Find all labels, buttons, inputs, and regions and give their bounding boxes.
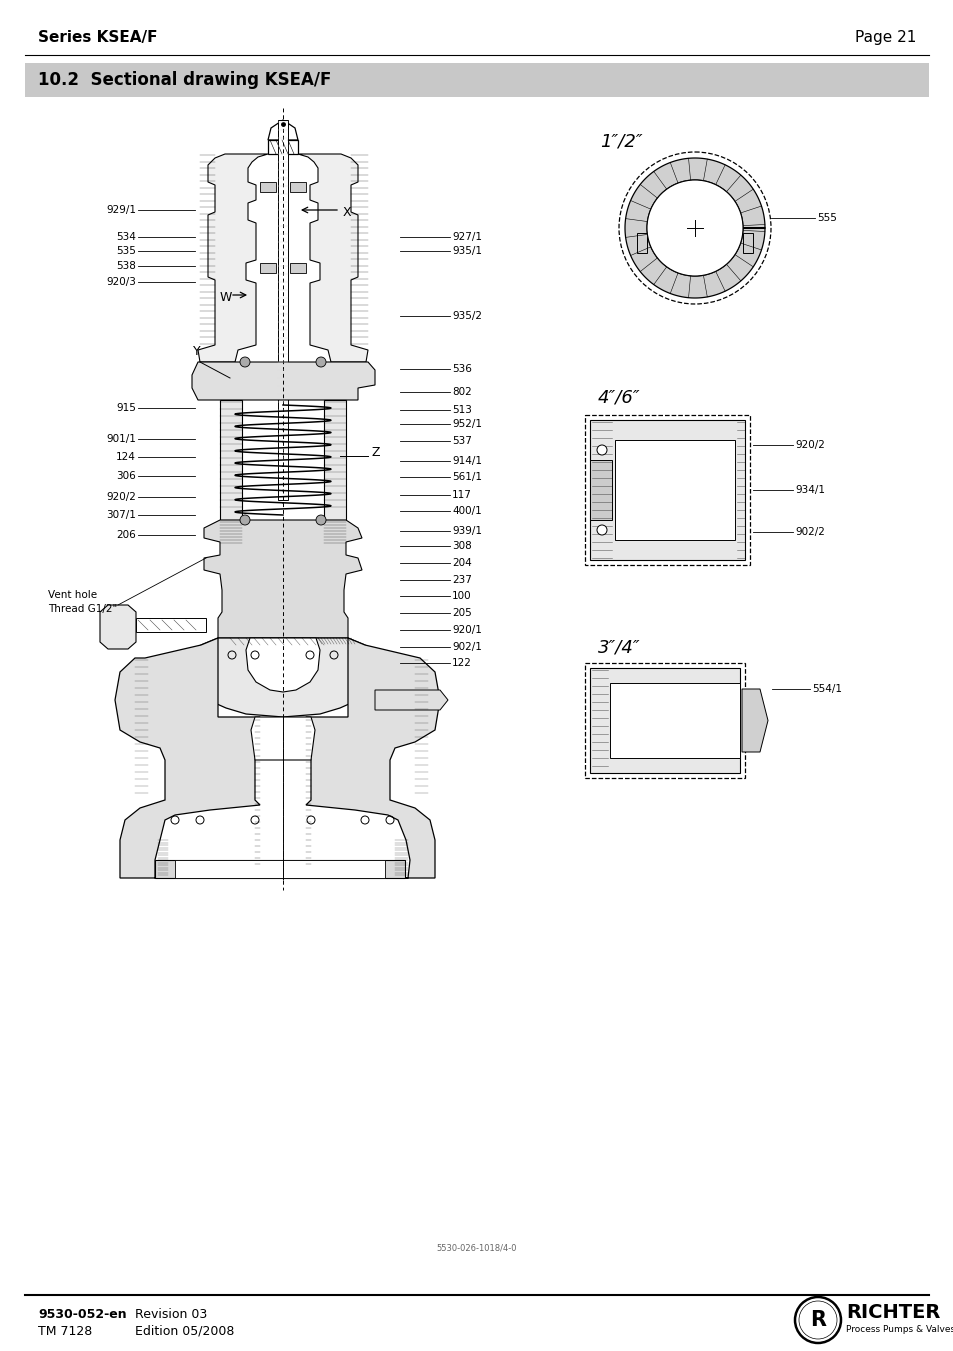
Polygon shape bbox=[100, 605, 136, 648]
Text: 237: 237 bbox=[452, 574, 472, 585]
Circle shape bbox=[597, 526, 606, 535]
Text: 902/2: 902/2 bbox=[794, 527, 824, 536]
Text: R: R bbox=[809, 1310, 825, 1329]
Text: 3″/4″: 3″/4″ bbox=[598, 639, 640, 657]
Text: 205: 205 bbox=[452, 608, 471, 619]
Bar bbox=[584, 415, 749, 565]
Text: 536: 536 bbox=[452, 365, 472, 374]
Bar bbox=[589, 667, 740, 773]
Text: 902/1: 902/1 bbox=[452, 642, 481, 651]
Text: 306: 306 bbox=[116, 470, 136, 481]
Text: 5530-026-1018/4-0: 5530-026-1018/4-0 bbox=[436, 1243, 517, 1252]
Text: 204: 204 bbox=[452, 558, 471, 569]
Text: 124: 124 bbox=[116, 453, 136, 462]
Bar bbox=[174, 861, 385, 878]
Polygon shape bbox=[375, 690, 448, 711]
Bar bbox=[277, 120, 288, 500]
Bar bbox=[324, 400, 346, 520]
Text: 513: 513 bbox=[452, 404, 472, 415]
Text: Z: Z bbox=[372, 446, 380, 458]
Text: 534: 534 bbox=[116, 232, 136, 242]
Text: TM 7128: TM 7128 bbox=[38, 1325, 92, 1337]
Text: 939/1: 939/1 bbox=[452, 526, 481, 536]
Text: 554/1: 554/1 bbox=[811, 684, 841, 694]
Polygon shape bbox=[268, 120, 297, 141]
Text: Y: Y bbox=[193, 345, 200, 358]
Bar bbox=[154, 861, 405, 878]
Text: Revision 03: Revision 03 bbox=[135, 1308, 207, 1321]
Text: 538: 538 bbox=[116, 261, 136, 270]
Text: 914/1: 914/1 bbox=[452, 455, 481, 466]
Text: 10.2  Sectional drawing KSEA/F: 10.2 Sectional drawing KSEA/F bbox=[38, 72, 331, 89]
Text: 952/1: 952/1 bbox=[452, 419, 481, 430]
Bar bbox=[220, 400, 242, 520]
Text: 4″/6″: 4″/6″ bbox=[598, 389, 640, 407]
Polygon shape bbox=[615, 440, 734, 540]
Text: 535: 535 bbox=[116, 246, 136, 257]
Circle shape bbox=[646, 180, 742, 276]
Text: Edition 05/2008: Edition 05/2008 bbox=[135, 1325, 234, 1337]
Text: X: X bbox=[343, 205, 352, 219]
Circle shape bbox=[315, 515, 326, 526]
Text: 308: 308 bbox=[452, 542, 471, 551]
Bar bbox=[260, 182, 275, 192]
Text: RICHTER: RICHTER bbox=[845, 1302, 940, 1321]
Text: 915: 915 bbox=[116, 403, 136, 413]
Bar bbox=[290, 182, 306, 192]
Text: 920/2: 920/2 bbox=[794, 440, 824, 450]
Text: 901/1: 901/1 bbox=[106, 434, 136, 444]
Text: Vent hole
Thread G1/2": Vent hole Thread G1/2" bbox=[48, 590, 117, 613]
Text: 929/1: 929/1 bbox=[106, 205, 136, 215]
Text: Process Pumps & Valves: Process Pumps & Valves bbox=[845, 1324, 953, 1333]
Bar bbox=[25, 63, 928, 97]
Bar bbox=[260, 263, 275, 273]
Text: 561/1: 561/1 bbox=[452, 473, 481, 482]
Text: Series KSEA/F: Series KSEA/F bbox=[38, 30, 157, 45]
Polygon shape bbox=[609, 684, 740, 758]
Text: 555: 555 bbox=[816, 213, 836, 223]
Circle shape bbox=[597, 444, 606, 455]
Bar bbox=[584, 663, 744, 778]
Bar bbox=[268, 141, 297, 154]
Polygon shape bbox=[297, 154, 368, 362]
Text: 934/1: 934/1 bbox=[794, 485, 824, 494]
Text: 122: 122 bbox=[452, 658, 472, 667]
Text: 9530-052-en: 9530-052-en bbox=[38, 1308, 127, 1321]
Polygon shape bbox=[192, 362, 375, 400]
Polygon shape bbox=[742, 232, 752, 253]
Circle shape bbox=[240, 515, 250, 526]
Text: 920/1: 920/1 bbox=[452, 626, 481, 635]
Text: 920/2: 920/2 bbox=[106, 492, 136, 501]
Text: 400/1: 400/1 bbox=[452, 507, 481, 516]
Polygon shape bbox=[589, 459, 612, 520]
Text: 802: 802 bbox=[452, 388, 471, 397]
Text: 1″/2″: 1″/2″ bbox=[599, 132, 642, 151]
Text: W: W bbox=[220, 290, 233, 304]
Polygon shape bbox=[204, 520, 361, 638]
Bar bbox=[136, 617, 206, 632]
Text: 206: 206 bbox=[116, 531, 136, 540]
Polygon shape bbox=[624, 158, 764, 299]
Polygon shape bbox=[246, 638, 319, 692]
Text: 100: 100 bbox=[452, 592, 471, 601]
Text: 935/2: 935/2 bbox=[452, 311, 481, 322]
Text: 920/3: 920/3 bbox=[106, 277, 136, 288]
Polygon shape bbox=[188, 638, 377, 717]
Text: 307/1: 307/1 bbox=[106, 511, 136, 520]
Text: Page 21: Page 21 bbox=[854, 30, 915, 45]
Polygon shape bbox=[115, 638, 439, 878]
Circle shape bbox=[240, 357, 250, 367]
Polygon shape bbox=[637, 232, 646, 253]
Text: 537: 537 bbox=[452, 436, 472, 446]
Text: 117: 117 bbox=[452, 490, 472, 500]
Text: 935/1: 935/1 bbox=[452, 246, 481, 257]
Polygon shape bbox=[251, 717, 314, 761]
Polygon shape bbox=[198, 154, 268, 362]
Bar bbox=[290, 263, 306, 273]
Circle shape bbox=[799, 1301, 836, 1339]
Circle shape bbox=[315, 357, 326, 367]
Text: 927/1: 927/1 bbox=[452, 232, 481, 242]
Polygon shape bbox=[589, 420, 744, 561]
Polygon shape bbox=[741, 689, 767, 753]
